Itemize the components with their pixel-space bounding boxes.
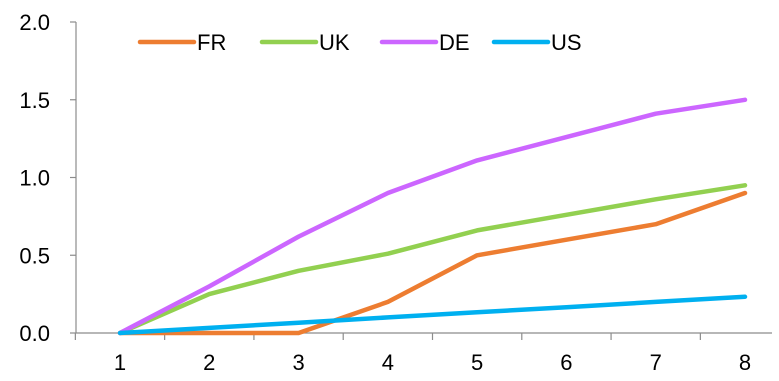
y-tick-label: 1.5: [19, 88, 50, 113]
legend-entry-fr: FR: [137, 30, 226, 55]
series-line-de: [117, 97, 748, 336]
series-line-uk: [117, 183, 748, 336]
x-tick-label: 8: [739, 350, 751, 375]
y-tick-label: 1.0: [19, 166, 50, 191]
x-tick-label: 4: [382, 350, 394, 375]
x-tick-label: 1: [114, 350, 126, 375]
series-line-fr: [117, 190, 748, 336]
x-tick-label: 5: [471, 350, 483, 375]
x-tick-labels: 1 2 3 4 5 6 7 8: [114, 350, 751, 375]
y-tick-label: 0.0: [19, 321, 50, 346]
legend: FR UK DE US: [137, 30, 582, 55]
legend-label: US: [551, 30, 582, 55]
legend-label: FR: [197, 30, 226, 55]
series-line-us: [117, 294, 748, 336]
y-tick-label: 2.0: [19, 10, 50, 35]
legend-label: DE: [439, 30, 470, 55]
legend-entry-uk: UK: [259, 30, 350, 55]
y-tick-label: 0.5: [19, 243, 50, 268]
x-tick-label: 7: [650, 350, 662, 375]
series-lines: [117, 97, 748, 336]
x-tick-label: 3: [292, 350, 304, 375]
y-tick-labels: 0.0 0.5 1.0 1.5 2.0: [19, 10, 50, 346]
legend-label: UK: [319, 30, 350, 55]
legend-entry-de: DE: [379, 30, 470, 55]
legend-entry-us: US: [491, 30, 582, 55]
x-tick-label: 2: [203, 350, 215, 375]
x-tick-label: 6: [560, 350, 572, 375]
